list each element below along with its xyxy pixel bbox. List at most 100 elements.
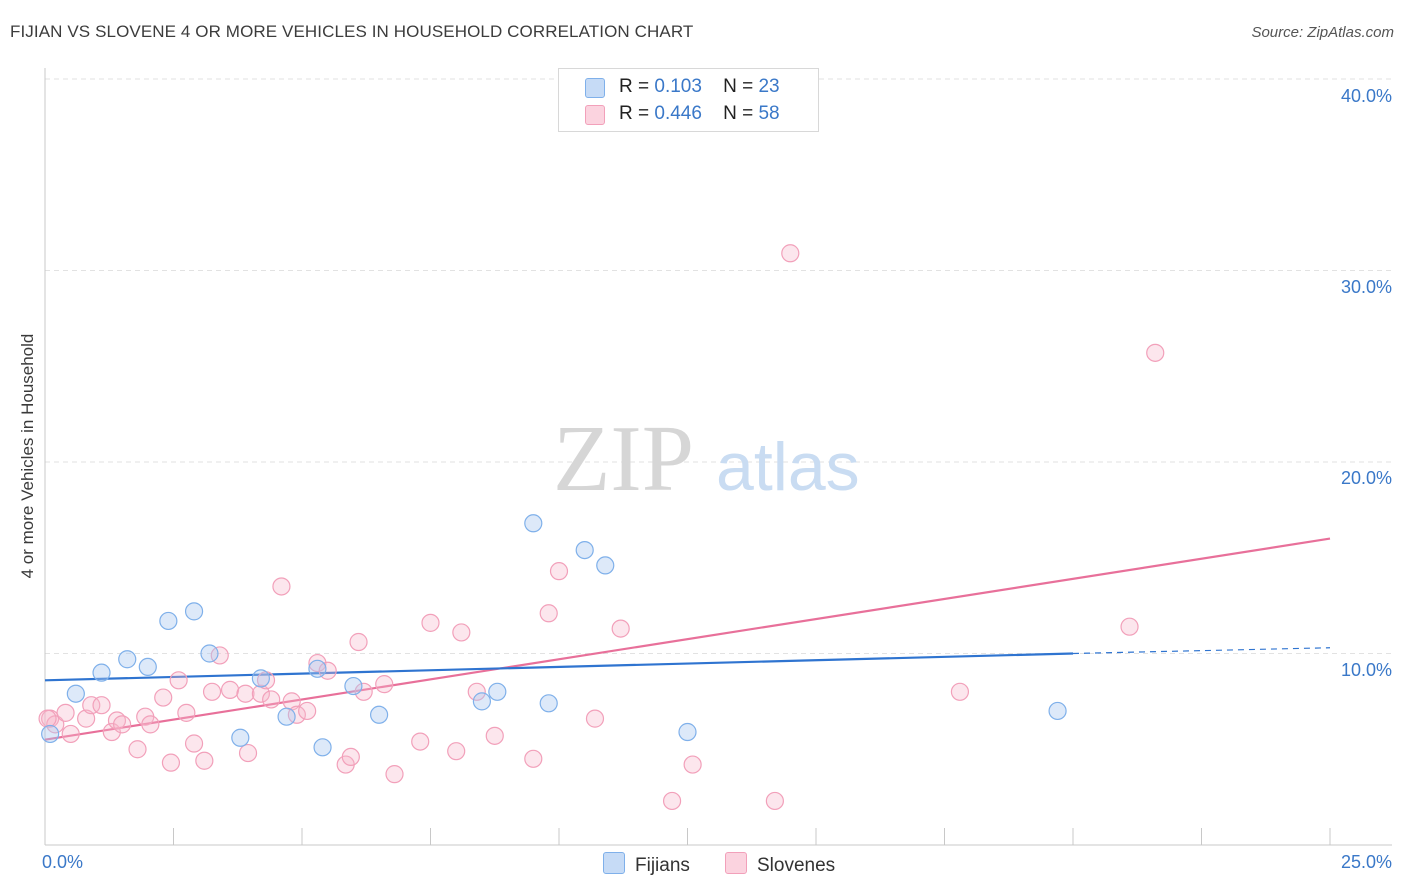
slovenes-point (447, 742, 466, 761)
slovenes-point (341, 747, 360, 767)
n-value: 23 (758, 76, 780, 97)
fijians-point (678, 722, 697, 742)
r-value: 0.103 (654, 76, 702, 97)
fijians-point (575, 540, 594, 560)
slovenes-point (82, 696, 101, 715)
slovenes-point (195, 751, 214, 770)
fijians-point (118, 650, 137, 669)
watermark: ZIP atlas (553, 407, 860, 511)
slovenes-point (539, 604, 558, 623)
slovenes-trend-line (44, 537, 1331, 741)
legend-item-fijians[interactable]: Fijians (603, 852, 690, 877)
r-label: R = (619, 76, 650, 97)
source-label: Source: ZipAtlas.com (1251, 24, 1394, 41)
y-tick-label: 30.0% (1340, 277, 1392, 297)
r-value: 0.446 (654, 103, 702, 124)
slovenes-point (251, 684, 270, 703)
slovenes-point (184, 734, 204, 753)
slovenes-point (202, 682, 222, 701)
fijians-point (488, 682, 507, 701)
legend-label: Slovenes (757, 855, 836, 876)
slovenes-point (585, 709, 605, 728)
slovenes-point (56, 703, 75, 722)
r-label: R = (619, 103, 650, 124)
slovenes-point (61, 724, 80, 744)
fijians-point (184, 602, 204, 621)
y-axis-label: 4 or more Vehicles in Household (18, 333, 37, 579)
watermark-atlas: atlas (716, 429, 860, 505)
stats-box: R = 0.103 N = 23 R = 0.446 N = 58 (558, 68, 819, 132)
slovenes-point (169, 671, 188, 690)
slovenes-point (765, 791, 784, 811)
axes (44, 68, 1392, 846)
slovenes-point (128, 740, 147, 759)
slovenes-point (112, 715, 132, 734)
slovenes-point (308, 653, 327, 673)
slovenes-point (662, 791, 682, 811)
fijians-point (277, 707, 296, 726)
slovenes-point (272, 577, 291, 596)
slovenes-point (92, 696, 111, 715)
slovenes-swatch (585, 105, 605, 125)
fijians-point (1048, 701, 1067, 721)
slovenes-point (262, 690, 281, 709)
fijians-point (92, 663, 111, 682)
slovenes-point (102, 722, 121, 742)
slovenes-legend-swatch (725, 852, 747, 874)
slovenes-point (38, 709, 57, 728)
watermark-zip: ZIP (553, 407, 694, 511)
slovenes-point (236, 684, 255, 703)
y-tick-label: 20.0% (1340, 468, 1392, 488)
fijians-point (472, 692, 491, 711)
fijians-point (66, 684, 85, 703)
y-tick-label: 10.0% (1340, 660, 1392, 680)
slovenes-point (683, 755, 702, 774)
slovenes-point (524, 749, 543, 768)
slovenes-point (421, 613, 440, 632)
fijians-trend-line (44, 652, 1074, 682)
slovenes-point (452, 623, 471, 642)
x-tick-label-min: 0.0% (42, 852, 84, 872)
slovenes-point (238, 743, 258, 763)
slovenes-point (177, 703, 196, 722)
slovenes-point (154, 688, 173, 707)
slovenes-point (220, 680, 240, 699)
n-value: 58 (758, 103, 780, 124)
fijians-point (539, 694, 558, 713)
x-tick-label-max: 25.0% (1340, 852, 1392, 872)
slovenes-point (611, 619, 630, 638)
slovenes-point (1120, 617, 1139, 636)
fijians-point (524, 514, 543, 533)
slovenes-point (141, 715, 160, 734)
fijians-point (41, 724, 60, 744)
slovenes-point (411, 732, 430, 751)
fijians-trend-extension (1072, 647, 1331, 655)
n-label: N = (723, 76, 754, 97)
slovenes-point (354, 682, 373, 701)
slovenes-point (349, 632, 368, 652)
slovenes-point (161, 753, 181, 772)
slovenes-point (77, 709, 96, 728)
slovenes-point (298, 701, 317, 721)
fijians-point (159, 611, 178, 631)
legend-item-slovenes[interactable]: Slovenes (725, 852, 835, 877)
fijians-point (200, 644, 219, 663)
fijians-point (308, 659, 327, 678)
data-points (38, 244, 1165, 811)
fijians-point (596, 556, 615, 575)
legend-label: Fijians (635, 855, 690, 876)
fijians-point (231, 728, 250, 747)
slovenes-point (950, 682, 970, 701)
fijians-point (251, 669, 270, 688)
fijians-point (344, 676, 363, 696)
trend-lines (44, 537, 1331, 741)
chart-title: FIJIAN VS SLOVENE 4 OR MORE VEHICLES IN … (10, 22, 694, 41)
fijians-legend-swatch (603, 852, 625, 874)
fijians-point (138, 657, 157, 677)
slovenes-point (781, 244, 800, 263)
slovenes-point (485, 726, 504, 745)
slovenes-point (385, 765, 404, 784)
y-tick-label: 40.0% (1340, 86, 1392, 106)
fijians-swatch (585, 78, 605, 98)
